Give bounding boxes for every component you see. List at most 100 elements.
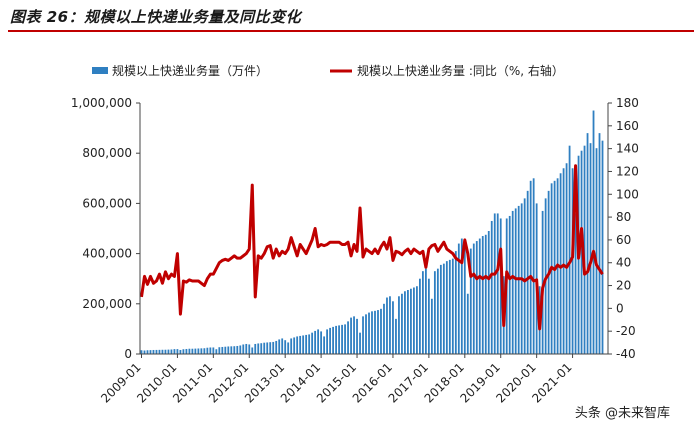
bar-154 (601, 140, 604, 354)
bar-25 (215, 349, 218, 354)
bar-31 (233, 346, 236, 354)
right-tick-1: -20 (616, 324, 636, 338)
bar-94 (421, 271, 424, 354)
bar-98 (433, 271, 436, 354)
bar-0 (140, 350, 143, 354)
bar-3 (149, 350, 152, 354)
bar-70 (350, 317, 352, 354)
bar-118 (493, 213, 496, 354)
bar-81 (383, 303, 385, 354)
bar-103 (448, 259, 451, 355)
right-tick-10: 160 (616, 119, 639, 133)
bar-91 (413, 287, 415, 354)
bar-36 (248, 344, 251, 354)
bar-111 (472, 243, 475, 354)
right-tick-0: -40 (616, 347, 636, 361)
bar-144 (571, 168, 574, 354)
bar-106 (457, 243, 460, 354)
bar-99 (436, 268, 439, 354)
bar-78 (374, 310, 376, 354)
left-tick-1: 200,000 (82, 297, 132, 311)
legend-bar-label: 规模以上快递业务量（万件） (112, 63, 268, 78)
bar-52 (296, 336, 299, 354)
bar-69 (347, 321, 349, 354)
bar-89 (407, 290, 409, 354)
bar-10 (170, 349, 173, 354)
bar-100 (439, 264, 442, 354)
bar-124 (511, 210, 514, 354)
bar-17 (191, 348, 194, 354)
bar-34 (242, 344, 245, 354)
bar-4 (152, 349, 155, 354)
bar-19 (197, 348, 200, 354)
bar-129 (526, 190, 529, 354)
bar-150 (589, 143, 592, 354)
bar-43 (269, 342, 272, 354)
bar-62 (326, 329, 328, 354)
bar-32 (236, 345, 239, 354)
bar-65 (335, 325, 337, 354)
x-tick-12: 2021-01 (529, 360, 574, 405)
bar-101 (442, 263, 445, 354)
bar-86 (398, 296, 400, 354)
bar-58 (314, 330, 317, 354)
bar-90 (410, 288, 412, 354)
bar-49 (287, 342, 290, 354)
bar-27 (221, 346, 224, 354)
bar-147 (580, 150, 583, 354)
bar-67 (341, 324, 343, 354)
bar-26 (218, 347, 221, 354)
bar-24 (212, 347, 215, 354)
bar-152 (595, 148, 598, 354)
bar-68 (344, 324, 346, 354)
bar-35 (245, 343, 248, 354)
bar-33 (239, 345, 242, 354)
right-tick-3: 20 (616, 279, 631, 293)
right-tick-11: 180 (616, 96, 639, 110)
bar-37 (251, 347, 254, 354)
bar-48 (284, 340, 287, 354)
bar-53 (299, 335, 302, 354)
bar-80 (380, 308, 382, 354)
bar-153 (598, 133, 601, 354)
bar-5 (155, 349, 158, 354)
bar-29 (227, 346, 230, 354)
right-tick-5: 60 (616, 233, 631, 247)
bar-59 (317, 329, 320, 354)
bar-13 (179, 349, 182, 354)
right-tick-8: 120 (616, 164, 639, 178)
bar-125 (514, 208, 517, 354)
bar-75 (365, 314, 367, 354)
bar-2 (146, 350, 149, 354)
bar-134 (541, 210, 544, 354)
yoy-line (140, 164, 604, 331)
legend-line-label: 规模以上快递业务量 :同比（%, 右轴） (357, 63, 564, 78)
bar-88 (404, 291, 406, 354)
bar-18 (194, 348, 197, 354)
bar-57 (311, 332, 314, 354)
bar-115 (484, 234, 487, 354)
bar-113 (478, 238, 481, 354)
bar-145 (574, 213, 577, 354)
bar-7 (161, 349, 164, 354)
bar-77 (371, 311, 373, 354)
bar-131 (532, 178, 535, 354)
bar-107 (460, 238, 463, 354)
bar-6 (158, 349, 161, 354)
bar-60 (320, 331, 323, 354)
bar-46 (278, 339, 281, 354)
left-tick-2: 400,000 (82, 247, 132, 261)
chart-title: 图表 26：规模以上快递业务量及同比变化 (10, 8, 302, 26)
bar-30 (230, 346, 233, 354)
right-tick-4: 40 (616, 256, 631, 270)
line-series (140, 164, 604, 331)
bar-82 (386, 297, 388, 354)
bar-123 (508, 215, 511, 354)
bar-72 (356, 318, 358, 354)
left-tick-0: 0 (124, 347, 132, 361)
bar-47 (281, 338, 284, 354)
bar-84 (392, 301, 394, 354)
axes: 0 200,000 400,000 600,000 800,000 1,000,000 -4… (71, 96, 639, 406)
bar-16 (188, 348, 191, 354)
bar-96 (427, 278, 430, 354)
